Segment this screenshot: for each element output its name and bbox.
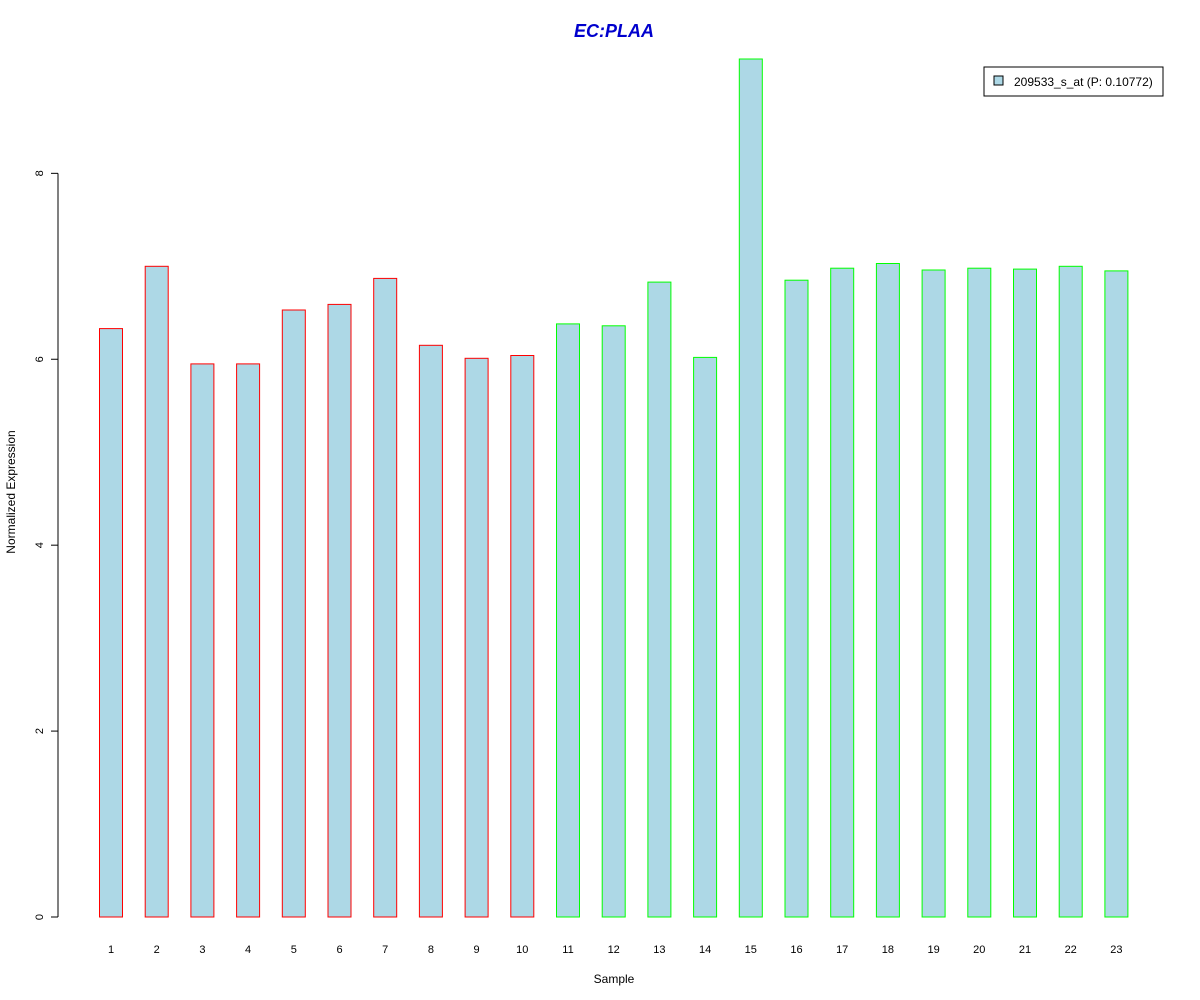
y-tick-label-0: 0 (34, 914, 46, 920)
y-tick-label-6: 6 (34, 356, 46, 362)
x-axis-labels: 1 2 3 4 5 6 7 8 9 10 11 12 13 14 15 16 17 18 19 20 21 22 23 (108, 944, 1123, 956)
x-tick-label-4: 4 (245, 944, 251, 956)
x-tick-label-8: 8 (428, 944, 434, 956)
x-tick-label-15: 15 (745, 944, 757, 956)
x-tick-label-23: 23 (1110, 944, 1122, 956)
bar-sample-4 (236, 363, 261, 918)
bar-sample-8 (418, 344, 443, 918)
x-tick-label-21: 21 (1019, 944, 1031, 956)
bar-sample-1 (99, 328, 123, 918)
bar-sample-16 (784, 279, 809, 918)
bar-sample-11 (556, 323, 580, 918)
x-tick-label-6: 6 (336, 944, 342, 956)
x-tick-label-2: 2 (154, 944, 160, 956)
x-tick-label-16: 16 (790, 944, 802, 956)
y-axis: 0 2 4 6 8 (34, 170, 59, 920)
x-tick-label-18: 18 (882, 944, 894, 956)
bar-sample-3 (190, 363, 215, 918)
x-tick-label-11: 11 (562, 944, 573, 956)
bar-sample-20 (967, 267, 992, 918)
y-tick-label-2: 2 (34, 728, 46, 734)
legend-swatch (993, 75, 1004, 86)
x-tick-label-19: 19 (927, 944, 939, 956)
x-tick-label-12: 12 (608, 944, 620, 956)
bars-group (99, 58, 1129, 918)
x-tick-label-22: 22 (1065, 944, 1077, 956)
bar-sample-15 (738, 58, 763, 918)
bar-sample-14 (693, 356, 718, 918)
chart-title: EC:PLAA (574, 21, 654, 41)
bar-sample-17 (830, 267, 855, 918)
x-axis-title: Sample (594, 972, 635, 986)
bar-sample-9 (464, 357, 489, 918)
bar-sample-19 (921, 269, 946, 918)
x-tick-label-20: 20 (973, 944, 985, 956)
y-axis-title: Normalized Expression (4, 430, 18, 553)
x-tick-label-9: 9 (474, 944, 480, 956)
legend-box (983, 66, 1164, 97)
bar-sample-22 (1058, 265, 1083, 918)
y-tick-label-4: 4 (34, 542, 46, 548)
x-tick-label-5: 5 (291, 944, 297, 956)
x-tick-label-14: 14 (699, 944, 711, 956)
x-tick-label-17: 17 (836, 944, 848, 956)
bar-sample-2 (144, 265, 169, 918)
bar-sample-10 (510, 355, 535, 918)
bar-sample-5 (281, 309, 306, 918)
bar-sample-18 (875, 263, 900, 918)
x-tick-label-1: 1 (108, 944, 114, 956)
bar-sample-21 (1013, 268, 1037, 918)
x-tick-label-10: 10 (516, 944, 528, 956)
bar-sample-7 (373, 277, 398, 918)
y-tick-label-8: 8 (34, 170, 46, 176)
x-tick-label-3: 3 (199, 944, 205, 956)
bar-sample-23 (1104, 270, 1129, 918)
bar-sample-13 (647, 281, 672, 918)
x-tick-label-7: 7 (382, 944, 388, 956)
x-tick-label-13: 13 (653, 944, 665, 956)
legend: 209533_s_at (P: 0.10772) (983, 66, 1164, 97)
bar-sample-12 (601, 325, 626, 918)
legend-label: 209533_s_at (P: 0.10772) (1014, 75, 1153, 89)
bar-sample-6 (327, 303, 352, 918)
